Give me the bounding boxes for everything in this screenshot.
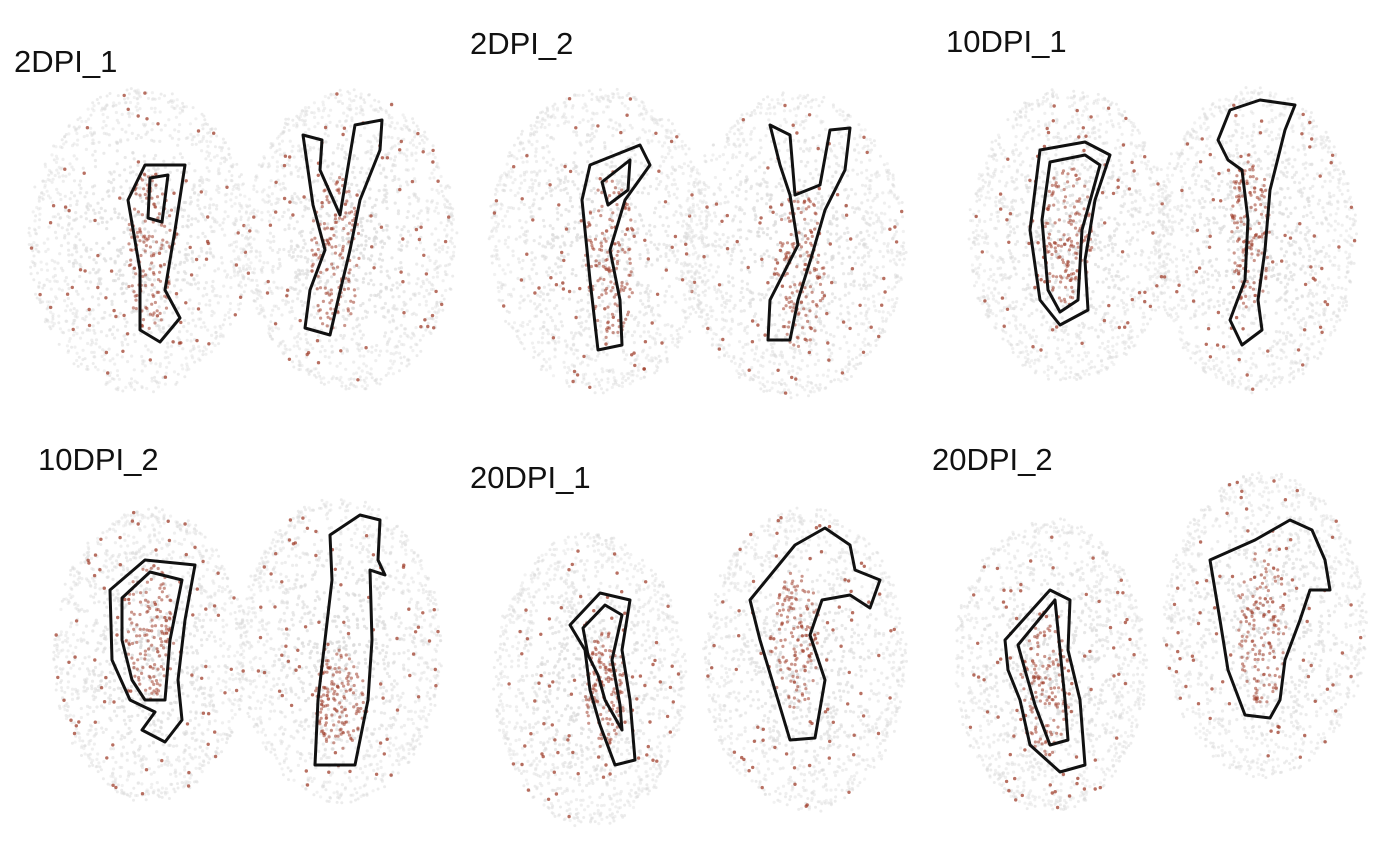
density-contour <box>568 591 637 767</box>
density-contour <box>146 173 170 224</box>
panel-title-2dpi-2: 2DPI_2 <box>470 26 574 61</box>
density-contour <box>1003 588 1087 774</box>
density-contour <box>748 526 882 742</box>
density-contour <box>120 570 184 702</box>
density-contour <box>581 603 624 732</box>
density-contour <box>1040 153 1102 314</box>
density-contour <box>301 118 384 337</box>
panel-title-20dpi-2: 20DPI_2 <box>932 442 1053 477</box>
panel-title-10dpi-2: 10DPI_2 <box>38 442 159 477</box>
panel-title-2dpi-1: 2DPI_1 <box>14 44 118 79</box>
density-contour <box>1028 140 1112 327</box>
spot-points-layer <box>27 86 1368 828</box>
density-contour <box>1016 598 1070 747</box>
density-contour <box>108 558 197 744</box>
density-contour <box>1208 518 1332 720</box>
contour-layer <box>108 98 1332 774</box>
density-contour <box>600 158 632 207</box>
density-contour <box>766 123 852 342</box>
density-contour <box>313 513 387 767</box>
panel-title-20dpi-1: 20DPI_1 <box>470 460 591 495</box>
density-contour <box>1216 98 1297 347</box>
density-contour <box>580 143 652 352</box>
panel-title-10dpi-1: 10DPI_1 <box>946 24 1067 59</box>
density-contour <box>126 163 187 344</box>
